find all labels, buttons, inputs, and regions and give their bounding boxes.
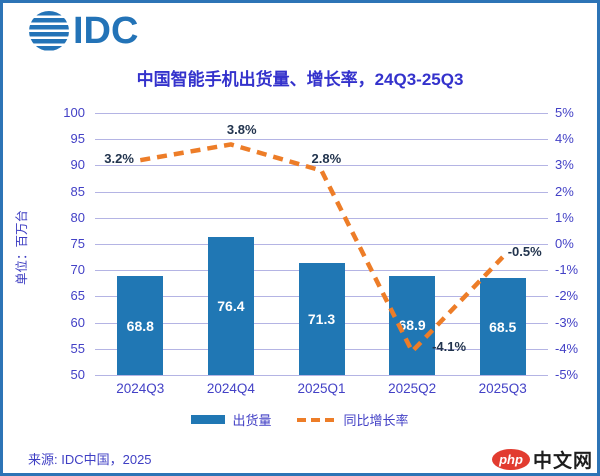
php-cn-watermark: php 中文网 [491,446,593,473]
line-value-label: -0.5% [507,244,542,260]
growth-line-path [139,142,505,356]
right-axis-tick: -1% [555,262,579,278]
left-axis-tick: 80 [70,209,85,225]
line-value-label: 3.8% [226,122,257,138]
shipments-bar: 76.4 [207,236,254,375]
gridline [95,139,548,141]
idc-logo-text: IDC [73,10,139,52]
plot-area: 68.8 76.4 71.3 68.9 68.5 3.2% 3.8% 2.8% -4.1% -0.… [95,113,548,376]
x-axis-label: 2024Q3 [116,381,165,396]
bar-value-label: 68.9 [398,317,426,334]
chart-title: 中国智能手机出货量、增长率，24Q3-25Q3 [136,70,464,89]
shipments-bar: 68.8 [117,276,164,375]
idc-logo: IDC [29,11,138,51]
growth-line [139,142,505,356]
right-axis-tick: 3% [555,157,574,173]
right-axis-tick: -5% [555,367,579,382]
left-axis-tick: 60 [70,314,85,330]
legend-label-shipments: 出货量 [232,413,272,428]
shipments-bar: 68.5 [479,278,526,375]
source-note: 来源: IDC中国，2025 [28,452,152,467]
gridline [95,375,548,376]
left-axis-tick: 90 [70,157,85,173]
left-axis-tick: 95 [70,131,85,147]
left-axis-tick: 75 [70,236,85,251]
shipments-bar: 71.3 [298,263,345,375]
idc-globe-icon [29,11,69,51]
line-value-label: -4.1% [432,339,467,355]
left-axis-tick: 50 [70,367,85,382]
bar-value-label: 68.5 [489,318,517,335]
bar-value-label: 71.3 [307,311,336,328]
right-axis-tick: 2% [555,183,574,199]
x-axis-label: 2024Q4 [206,381,255,396]
right-axis-tick: -3% [555,314,579,330]
gridline [95,217,548,219]
right-axis-tick: 5% [555,105,574,120]
gridline [95,113,548,114]
legend-bar-swatch [191,415,226,424]
line-value-label: 2.8% [311,150,342,166]
left-axis-tick: 100 [63,105,85,120]
right-axis-tick: -2% [555,288,579,304]
legend-dash-swatch [296,417,337,422]
left-axis-unit-label: 单位：百万台 [15,209,29,285]
gridline [95,191,548,193]
left-axis-tick: 65 [70,288,85,304]
right-axis-tick: 1% [555,209,574,225]
right-axis-tick: -4% [555,340,579,356]
bar-value-label: 76.4 [217,297,245,314]
right-axis-tick: 4% [555,131,574,147]
x-axis-label: 2025Q2 [388,381,437,396]
legend: 出货量 同比增长率 [3,410,597,429]
gridline [95,244,548,245]
left-axis-tick: 85 [70,183,85,199]
left-axis-tick: 70 [70,262,85,278]
legend-label-growth: 同比增长率 [343,413,409,428]
right-axis-tick: 0% [555,236,574,251]
bar-value-label: 68.8 [126,317,154,334]
left-axis-tick: 55 [70,340,85,356]
php-logo-badge: php [491,449,530,470]
x-axis-label: 2025Q3 [478,381,527,396]
gridline [95,165,548,167]
x-axis-label: 2025Q1 [297,381,346,396]
php-cn-text: 中文网 [532,451,593,472]
line-value-label: 3.2% [104,151,134,167]
